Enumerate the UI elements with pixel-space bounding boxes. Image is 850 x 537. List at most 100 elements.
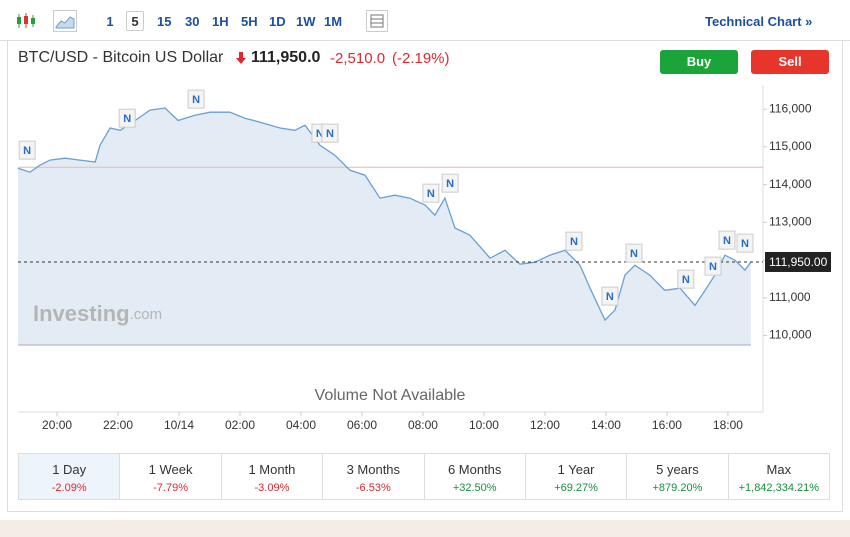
news-marker: N: [601, 286, 619, 306]
period-label: 1 Week: [148, 462, 193, 477]
period-label: 1 Year: [557, 462, 595, 477]
news-marker-label: N: [123, 113, 131, 125]
down-arrow: [236, 52, 246, 64]
period-tab[interactable]: Max +1,842,334.21%: [729, 454, 829, 499]
x-tick-label: 08:00: [408, 418, 438, 432]
candles-icon[interactable]: [16, 12, 36, 30]
news-marker-label: N: [630, 248, 638, 260]
news-marker: N: [704, 256, 722, 276]
period-label: 1 Day: [52, 462, 87, 477]
last-price-label: 111,950.00: [769, 255, 828, 269]
period-tab[interactable]: 5 years +879.20%: [627, 454, 729, 499]
page-band: [0, 520, 850, 537]
last-price-box: [765, 251, 831, 272]
news-marker: N: [441, 173, 459, 193]
period-change: +32.50%: [452, 482, 497, 494]
interval-button[interactable]: 5: [126, 11, 144, 31]
news-marker-box: [565, 231, 583, 251]
x-tick-label: 16:00: [652, 418, 682, 432]
news-marker: N: [422, 183, 440, 203]
y-tick-label: 116,000: [769, 101, 812, 115]
interval-button[interactable]: 30: [185, 14, 200, 29]
period-change: -6.53%: [355, 482, 391, 494]
chart: 110,000111,000112,000113,000114,000115,0…: [17, 85, 831, 432]
news-marker-box: [441, 173, 459, 193]
interval-button[interactable]: 1M: [324, 14, 343, 29]
period-label: 5 years: [656, 462, 699, 477]
news-marker-label: N: [682, 274, 690, 286]
news-marker: N: [718, 230, 736, 250]
news-marker-box: [118, 108, 136, 128]
x-tick-label: 14:00: [591, 418, 621, 432]
interval-button[interactable]: 1: [106, 14, 114, 29]
interval-button[interactable]: 1H: [212, 14, 229, 29]
volume-note: Volume Not Available: [315, 387, 466, 404]
news-marker: N: [677, 269, 695, 289]
period-tab[interactable]: 3 Months -6.53%: [323, 454, 425, 499]
news-marker: N: [118, 108, 136, 128]
x-tick-label: 18:00: [713, 418, 743, 432]
news-marker-box: [321, 123, 339, 143]
sell-button[interactable]: Sell: [751, 50, 829, 74]
news-marker-box: [718, 230, 736, 250]
last-price: 111,950.0: [251, 49, 321, 66]
interval-button[interactable]: 5H: [241, 14, 258, 29]
news-marker-box: [677, 269, 695, 289]
interval-button[interactable]: 1D: [269, 14, 286, 29]
period-tab[interactable]: 1 Week -7.79%: [120, 454, 222, 499]
period-label: 6 Months: [447, 462, 502, 477]
buy-button[interactable]: Buy: [660, 50, 738, 74]
news-marker-label: N: [606, 291, 614, 303]
x-tick-label: 10:00: [469, 418, 499, 432]
period-tab[interactable]: 1 Year +69.27%: [526, 454, 628, 499]
news-marker: N: [625, 243, 643, 263]
watermark-brand: Investing: [33, 301, 130, 326]
news-marker-label: N: [326, 128, 334, 140]
news-marker: N: [736, 233, 754, 253]
interval-button[interactable]: 15: [157, 14, 172, 29]
widget-frame: [7, 40, 843, 512]
period-tab[interactable]: 6 Months +32.50%: [425, 454, 526, 499]
news-marker-box: [625, 243, 643, 263]
period-tab[interactable]: 1 Month -3.09%: [222, 454, 324, 499]
price-change: -2,510.0: [330, 50, 386, 67]
period-label: 1 Month: [248, 462, 296, 477]
technical-chart-link[interactable]: Technical Chart »: [705, 14, 813, 29]
news-marker-label: N: [446, 178, 454, 190]
period-label: 3 Months: [346, 462, 401, 477]
news-marker: N: [565, 231, 583, 251]
period-change: +1,842,334.21%: [738, 482, 820, 494]
period-change: -7.79%: [153, 482, 188, 494]
table-icon[interactable]: [366, 10, 388, 32]
x-tick-label: 06:00: [347, 418, 377, 432]
x-tick-label: 02:00: [225, 418, 255, 432]
toolbar: 1 5 15 30 1H 5H 1D 1W 1M Technical Chart »: [0, 0, 850, 41]
price-change-percent: (-2.19%): [392, 50, 450, 67]
news-marker-box: [704, 256, 722, 276]
news-marker-label: N: [723, 235, 731, 247]
news-marker-label: N: [427, 188, 435, 200]
instrument-title: BTC/USD - Bitcoin US Dollar: [18, 49, 224, 66]
watermark-suffix: .com: [130, 306, 163, 323]
interval-button[interactable]: 1W: [296, 14, 316, 29]
price-line: [17, 107, 752, 322]
period-change: -2.09%: [51, 482, 87, 494]
news-marker: N: [321, 123, 339, 143]
x-tick-label: 20:00: [42, 418, 72, 432]
y-tick-label: 114,000: [769, 177, 812, 191]
news-marker-label: N: [741, 238, 749, 250]
y-tick-label: 110,000: [769, 328, 812, 342]
news-marker-box: [187, 89, 205, 109]
news-marker-box: [601, 286, 619, 306]
y-tick-label: 113,000: [769, 215, 812, 229]
period-change: -3.09%: [254, 482, 290, 494]
news-marker-box: [18, 140, 36, 160]
x-tick-label: 04:00: [286, 418, 316, 432]
news-marker-label: N: [23, 145, 31, 157]
watermark: Investing.com: [33, 301, 162, 326]
area-icon[interactable]: [53, 10, 77, 32]
y-tick-label: 115,000: [769, 139, 812, 153]
period-tab[interactable]: 1 Day -2.09%: [19, 454, 121, 499]
news-marker-box: [736, 233, 754, 253]
